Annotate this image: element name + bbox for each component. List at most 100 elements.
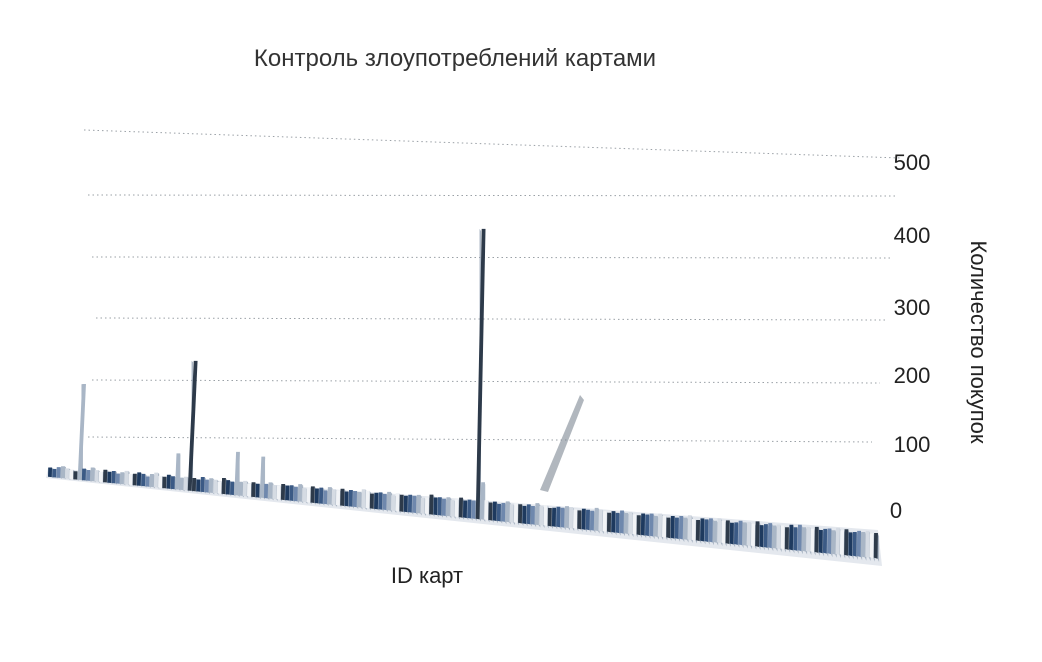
y-tick-label: 400 (894, 223, 931, 248)
bar-front (107, 471, 112, 483)
bar-front (827, 528, 832, 555)
bar-front (191, 478, 197, 492)
bar-front (331, 489, 336, 506)
bar-front (750, 523, 756, 547)
y-tick-label: 300 (894, 295, 931, 320)
bar-front (314, 488, 319, 504)
bar-front (208, 478, 214, 494)
bar-front (323, 490, 328, 505)
bar-front (369, 493, 374, 509)
bar-front (175, 453, 181, 490)
bar-front (255, 483, 260, 498)
bar-front (839, 530, 845, 556)
bar-front (221, 478, 226, 495)
bar-front (403, 495, 408, 513)
bar-front (501, 502, 506, 522)
bar-front (234, 451, 240, 496)
y-tick-label: 500 (894, 150, 931, 175)
bar-front (179, 477, 184, 491)
bar-front (734, 522, 739, 545)
bar-front (86, 470, 91, 481)
bar-front (238, 481, 243, 496)
bar-front (365, 490, 370, 509)
bar-front (801, 527, 806, 552)
bar-front (590, 510, 595, 531)
bar-front (556, 506, 561, 528)
bar-front (391, 495, 396, 511)
bar-front (712, 520, 717, 543)
bar-front (395, 493, 400, 512)
bar-front (64, 468, 70, 479)
bar-front (628, 511, 633, 535)
bar-front (573, 509, 578, 529)
bar-front (776, 524, 781, 550)
bar-front (124, 470, 129, 485)
bar-front (674, 517, 679, 540)
bar-front (581, 508, 586, 530)
gridlines (83, 129, 901, 443)
bar-front (708, 518, 713, 543)
bar-front (242, 480, 247, 497)
bar-front (784, 527, 789, 550)
bar-front (458, 497, 463, 518)
bar-front (251, 482, 256, 498)
bar-front (818, 529, 823, 554)
bar-front (158, 475, 163, 488)
bar-front (594, 507, 599, 532)
bar-front (200, 476, 205, 493)
bar-front (632, 514, 637, 535)
bar-front (454, 499, 459, 518)
bar-front (678, 515, 684, 540)
bar-front (844, 529, 849, 556)
gridline (95, 317, 886, 321)
chart-title: Контроль злоупотреблений картами (254, 45, 656, 72)
bar-front (653, 515, 658, 537)
bar-front (484, 500, 489, 521)
bar-front (149, 474, 154, 488)
bar-front (52, 468, 57, 478)
bar-front (170, 476, 175, 490)
bar-front (700, 518, 705, 542)
bar-front (437, 497, 442, 516)
bar-front (721, 520, 726, 544)
bar-front (530, 505, 535, 525)
bar-front (412, 495, 417, 514)
bar-front (759, 525, 764, 548)
bar-front (623, 512, 629, 535)
bar-front (204, 479, 209, 493)
bar-front (687, 515, 692, 541)
bar-front (386, 491, 391, 511)
bar-front (407, 494, 413, 513)
bar-front (115, 473, 120, 484)
bar-front (666, 517, 671, 539)
bar-front (488, 502, 493, 521)
bar-front (306, 487, 311, 503)
bar-front (90, 467, 95, 482)
bar-front (230, 481, 235, 496)
bar-front (649, 513, 654, 537)
bar-front (420, 497, 425, 514)
bar (77, 384, 86, 482)
bar-front (276, 486, 281, 500)
bar-front (683, 517, 688, 540)
bar-front (568, 507, 574, 529)
bar-front (378, 492, 383, 510)
bar-front (615, 512, 620, 534)
bar-front (835, 527, 840, 555)
bar-front (738, 520, 743, 546)
bar-front (691, 518, 696, 541)
bar (187, 360, 198, 493)
bar-front (814, 526, 819, 553)
bar-front (780, 525, 785, 550)
bar-front (831, 530, 836, 555)
bar-front (293, 486, 298, 502)
gridline (91, 256, 891, 259)
bar-front (280, 483, 286, 501)
bar-front (797, 524, 802, 552)
bar-front (467, 499, 472, 519)
bar-front (518, 504, 523, 524)
bar-front (81, 468, 86, 481)
bar-front (213, 479, 218, 494)
bar-front (725, 520, 730, 545)
bar-front (522, 505, 527, 524)
